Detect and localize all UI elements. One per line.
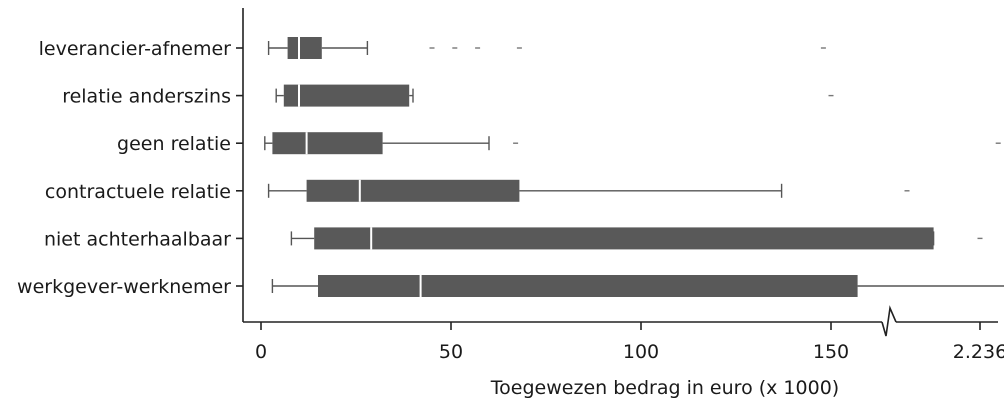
- box: [306, 179, 520, 202]
- x-tick-label: 0: [255, 341, 267, 363]
- category-label: niet achterhaalbaar: [44, 228, 231, 250]
- category-label: werkgever-werknemer: [17, 276, 231, 298]
- x-tick-label: 2.236: [953, 341, 1004, 363]
- box: [272, 132, 383, 155]
- box: [318, 275, 858, 297]
- x-tick-label: 150: [813, 341, 849, 363]
- x-axis-title: Toegewezen bedrag in euro (x 1000): [490, 377, 839, 399]
- category-label: contractuele relatie: [45, 181, 231, 203]
- x-tick-label: 50: [439, 341, 463, 363]
- category-label: geen relatie: [117, 133, 231, 155]
- x-tick-label: 100: [623, 341, 659, 363]
- category-label: relatie anderszins: [62, 86, 231, 108]
- category-label: leverancier-afnemer: [39, 38, 232, 60]
- box: [314, 227, 934, 250]
- box: [283, 84, 410, 107]
- box: [287, 37, 322, 59]
- x-tick-label: 200: [1003, 341, 1004, 363]
- axis-break-mark: [881, 305, 897, 337]
